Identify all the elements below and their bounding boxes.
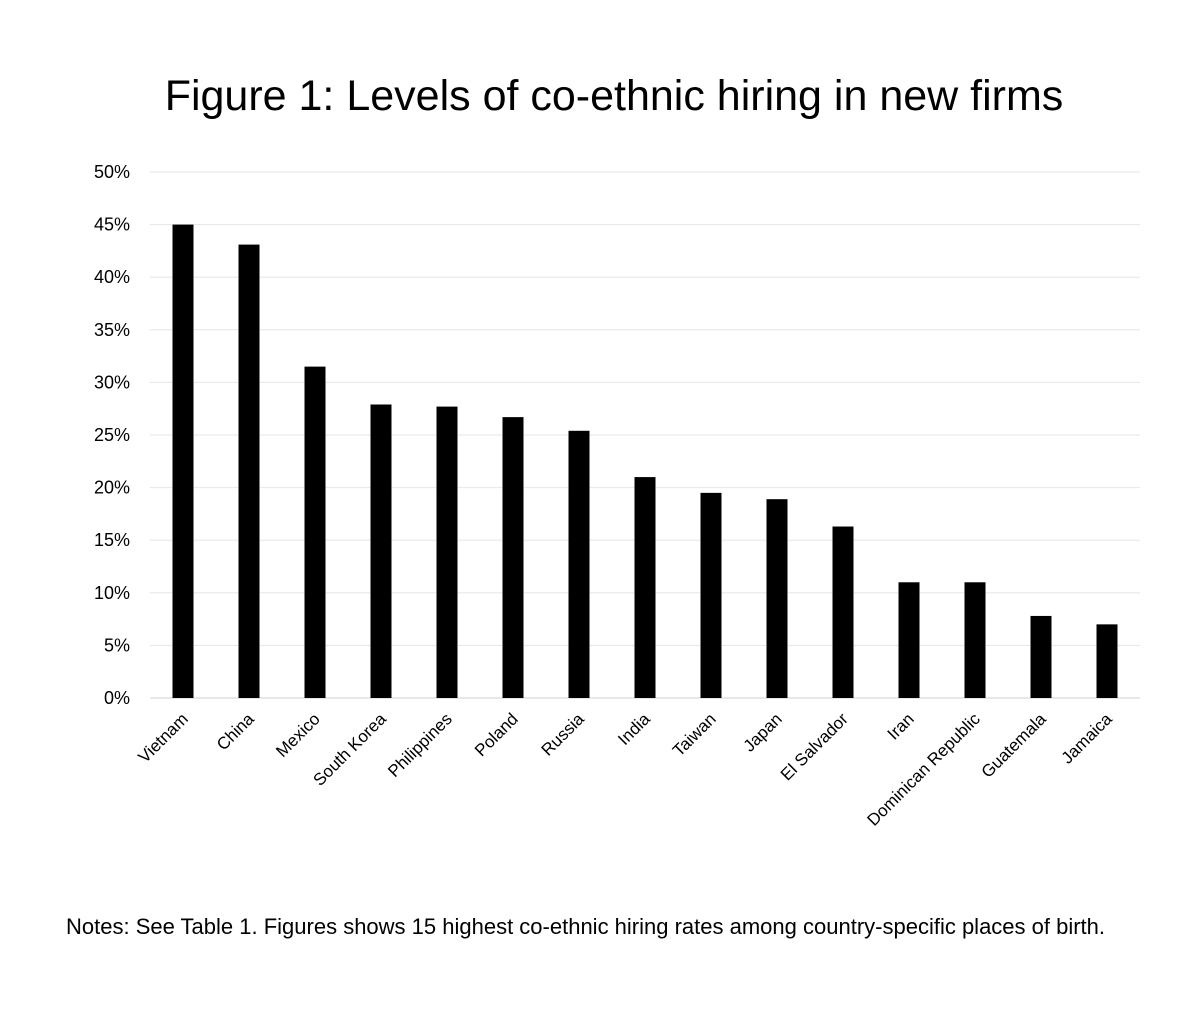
bar [568, 430, 590, 698]
bar [832, 526, 854, 698]
y-tick-label: 5% [104, 635, 130, 655]
y-tick-label: 15% [94, 530, 130, 550]
bar [370, 404, 392, 698]
x-tick-label: Russia [538, 709, 589, 760]
y-tick-label: 30% [94, 372, 130, 392]
y-tick-label: 20% [94, 478, 130, 498]
x-tick-label: Vietnam [135, 709, 192, 766]
y-tick-label: 35% [94, 320, 130, 340]
y-tick-label: 0% [104, 688, 130, 708]
x-tick-label: Iran [884, 709, 918, 743]
bar [964, 582, 986, 698]
x-tick-label: Guatemala [978, 709, 1051, 782]
bars [172, 224, 1118, 698]
bar [1030, 615, 1052, 698]
bar [502, 417, 524, 698]
x-tick-label: Japan [740, 709, 786, 755]
y-tick-label: 10% [94, 583, 130, 603]
bar [700, 492, 722, 698]
bar [304, 366, 326, 698]
y-axis-tick-labels: 0% 5% 10% 15% 20% 25% 30% 35% 40% 45% 50% [94, 162, 130, 708]
bar-chart: Figure 1: Levels of co-ethnic hiring in … [94, 72, 1140, 830]
x-tick-label: India [614, 709, 654, 749]
x-tick-label: Dominican Republic [863, 709, 984, 830]
y-tick-label: 50% [94, 162, 130, 182]
chart-title: Figure 1: Levels of co-ethnic hiring in … [165, 72, 1064, 120]
figure-notes: Notes: See Table 1. Figures shows 15 hig… [66, 914, 1106, 939]
x-tick-label: Taiwan [669, 709, 720, 760]
y-tick-label: 40% [94, 267, 130, 287]
x-tick-label: Philippines [384, 709, 456, 781]
bar [766, 499, 788, 698]
x-tick-label: El Salvador [777, 709, 852, 784]
x-tick-label: China [213, 709, 258, 754]
x-tick-label: Poland [471, 709, 522, 760]
bar [1096, 624, 1118, 698]
y-tick-label: 45% [94, 215, 130, 235]
bar [436, 406, 458, 698]
bar [634, 477, 656, 698]
y-tick-label: 25% [94, 425, 130, 445]
x-tick-label: Mexico [272, 709, 324, 761]
bar [238, 244, 260, 698]
bar [172, 224, 194, 698]
bar [898, 582, 920, 698]
x-tick-label: Jamaica [1058, 709, 1117, 768]
